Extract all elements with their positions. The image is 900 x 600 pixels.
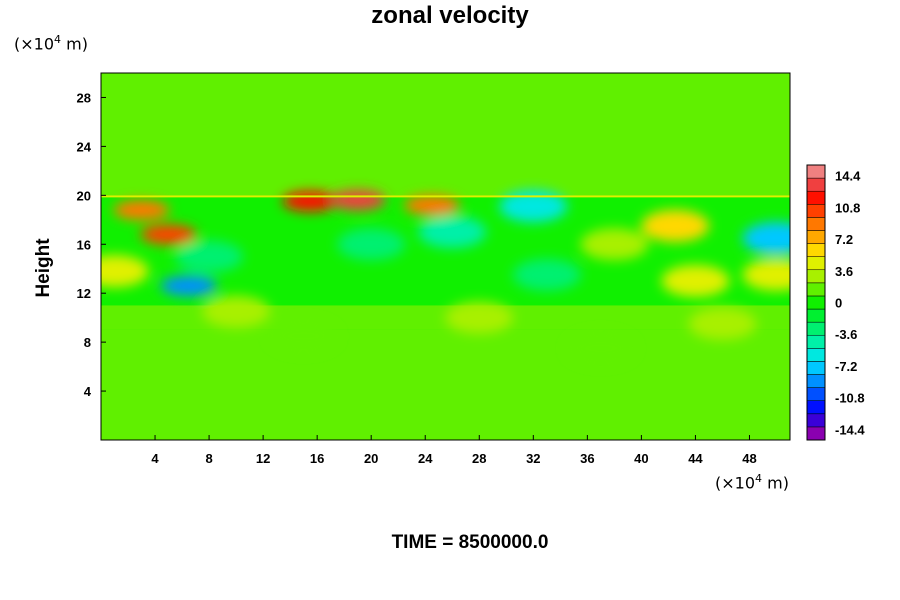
x-unit-suffix: m) (762, 473, 789, 493)
x-unit-prefix: (×10 (715, 473, 756, 493)
x-tick-label: 32 (526, 451, 540, 466)
y-unit-suffix: m) (61, 34, 88, 54)
heatmap-feature (175, 240, 244, 273)
heatmap-feature (269, 320, 338, 353)
colorbar-segment (806, 413, 826, 428)
colorbar-segment (806, 387, 826, 401)
colorbar-segment (806, 256, 826, 271)
heatmap-feature (140, 224, 197, 245)
y-unit-prefix: (×10 (14, 34, 55, 54)
y-unit-exponent: 4 (54, 33, 62, 46)
x-tick-label: 36 (580, 451, 594, 466)
colorbar-segment (806, 348, 826, 362)
heatmap-feature (661, 264, 730, 297)
heatmap-feature (688, 307, 757, 340)
heatmap-feature (403, 195, 460, 216)
heatmap-feature (337, 228, 406, 261)
colorbar-segment (806, 361, 826, 375)
x-tick-label: 48 (742, 451, 756, 466)
colorbar-tick-label: 14.4 (835, 169, 861, 184)
heatmap-features (101, 190, 790, 365)
x-tick-label: 16 (310, 451, 324, 466)
y-tick-label: 16 (77, 237, 91, 252)
colorbar-segment (806, 269, 826, 284)
colorbar-tick-label: -10.8 (835, 391, 865, 406)
y-tick-label: 20 (77, 188, 91, 203)
heatmap-feature (101, 255, 149, 288)
y-tick-label: 8 (84, 335, 91, 350)
colorbar-segment (806, 308, 826, 323)
x-unit-exponent: 4 (755, 472, 763, 485)
heatmap-feature (329, 190, 386, 211)
y-tick-label: 12 (77, 286, 91, 301)
heatmap-feature (160, 275, 217, 296)
heatmap-feature (499, 190, 568, 223)
heatmap-upper-layer (101, 73, 790, 196)
x-axis-ticks: 4 8 12 16 20 24 28 32 36 40 44 48 (151, 435, 757, 466)
x-tick-label: 4 (151, 451, 159, 466)
x-tick-label: 20 (364, 451, 378, 466)
colorbar-segment (806, 374, 826, 388)
colorbar-segment (806, 295, 826, 310)
colorbar-segment (806, 190, 826, 205)
colorbar-tick-label: -7.2 (835, 359, 857, 374)
colorbar-segment (806, 321, 826, 336)
heatmap-feature (202, 295, 271, 328)
y-axis-unit: (×104 m) (14, 33, 88, 53)
colorbar-tick-label: 0 (835, 296, 842, 311)
heatmap-feature (742, 222, 790, 255)
colorbar-segment (806, 164, 826, 179)
chart-title: zonal velocity (371, 2, 529, 29)
heatmap-field (101, 73, 790, 440)
colorbar-tick-label: -3.6 (835, 327, 857, 342)
colorbar-tick-label: 10.8 (835, 200, 860, 215)
colorbar-segment (806, 243, 826, 257)
x-tick-label: 28 (472, 451, 486, 466)
colorbar-tick-label: 3.6 (835, 264, 853, 279)
heatmap-feature (113, 200, 170, 221)
x-tick-label: 24 (418, 451, 433, 466)
y-axis-ticks: 4 8 12 16 20 24 28 (77, 90, 106, 399)
time-label: TIME = 8500000.0 (391, 532, 549, 553)
colorbar: 14.4 10.8 7.2 3.6 0 -3.6 -7.2 -10.8 -14.4 (806, 164, 865, 441)
x-axis-unit: (×104 m) (715, 472, 789, 492)
colorbar-segment (806, 426, 826, 441)
colorbar-segment (806, 217, 826, 231)
x-tick-label: 8 (205, 451, 212, 466)
y-tick-label: 4 (84, 384, 92, 399)
colorbar-segment (806, 204, 826, 218)
heatmap-feature (418, 216, 487, 249)
plot-frame (100, 72, 791, 441)
heatmap-feature (445, 301, 514, 334)
colorbar-segment (806, 230, 826, 244)
colorbar-tick-label: 7.2 (835, 232, 853, 247)
heatmap-feature (742, 258, 790, 291)
x-tick-label: 40 (634, 451, 648, 466)
colorbar-segment (806, 400, 826, 415)
colorbar-segment (806, 282, 826, 297)
heatmap-lower-layer (101, 329, 790, 440)
y-tick-label: 24 (77, 139, 92, 154)
x-tick-label: 44 (688, 451, 703, 466)
y-tick-label: 28 (77, 90, 91, 105)
x-tick-label: 12 (256, 451, 270, 466)
colorbar-frame (806, 164, 826, 441)
heatmap-feature (580, 228, 649, 261)
heatmap-feature (641, 209, 710, 242)
heatmap-feature (566, 332, 635, 365)
colorbar-segment (806, 177, 826, 192)
colorbar-tick-label: -14.4 (835, 422, 865, 437)
colorbar-segment (806, 334, 826, 349)
heatmap-feature (512, 258, 581, 291)
